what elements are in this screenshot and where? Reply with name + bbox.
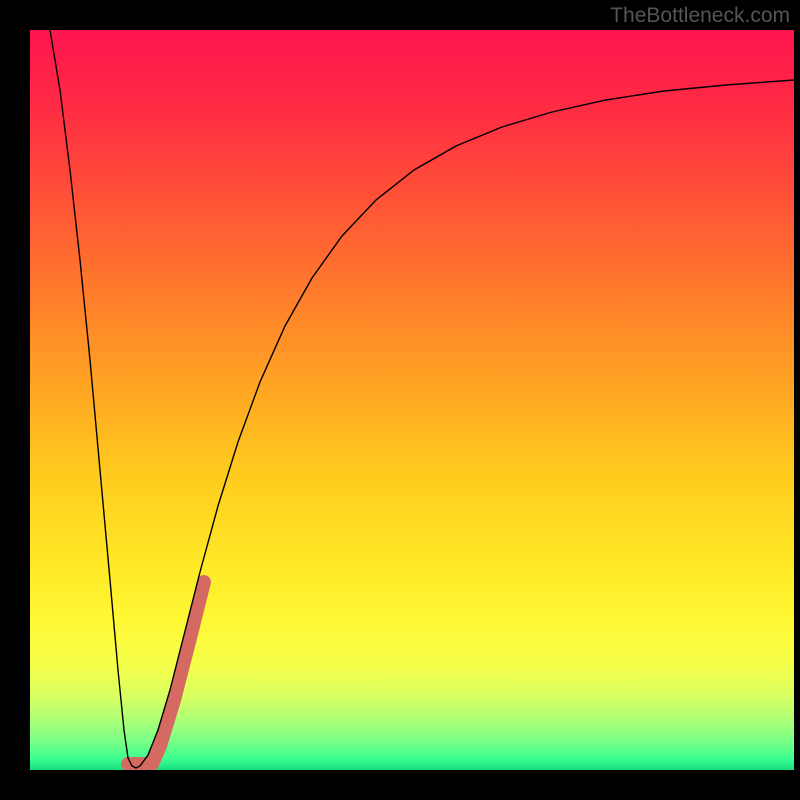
gradient-background xyxy=(30,30,794,770)
watermark-text: TheBottleneck.com xyxy=(610,4,790,28)
chart-canvas: TheBottleneck.com xyxy=(0,0,800,800)
bottleneck-chart-svg xyxy=(0,0,800,800)
